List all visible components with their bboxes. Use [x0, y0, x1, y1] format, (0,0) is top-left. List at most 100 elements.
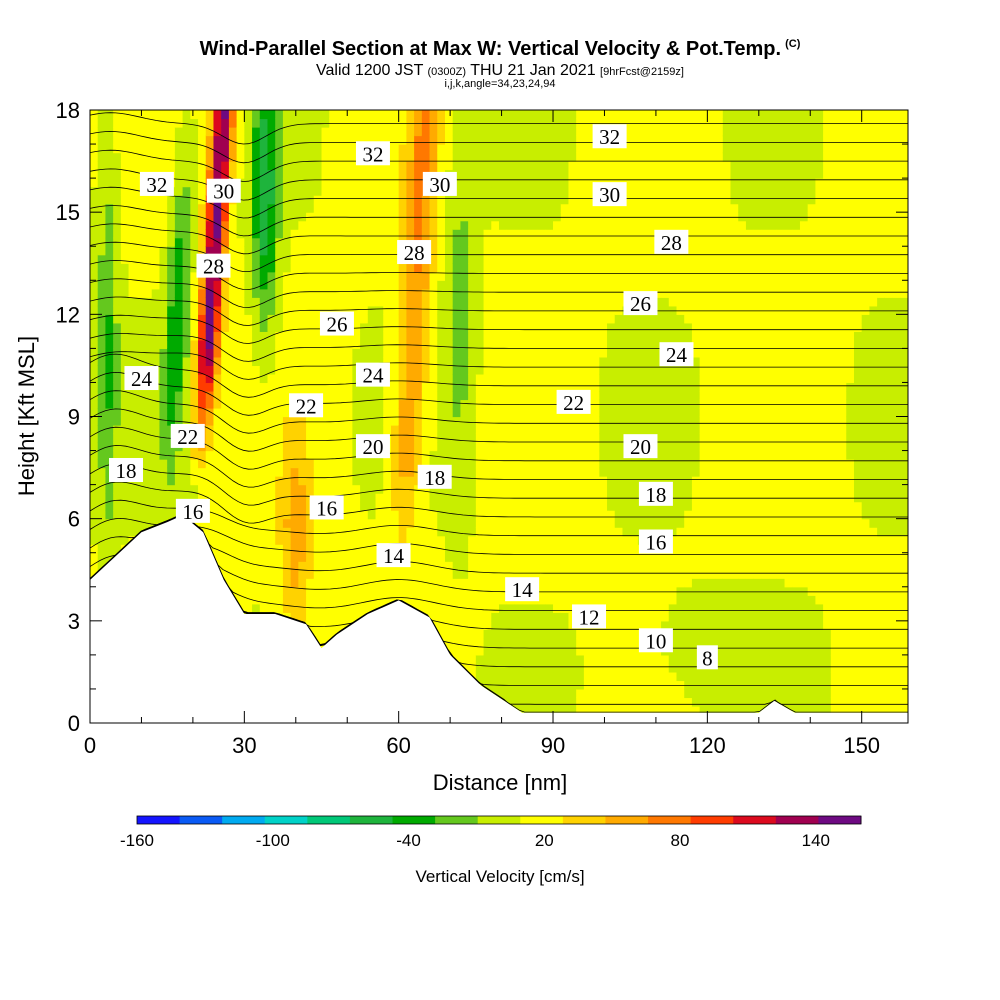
field-cell	[522, 297, 531, 307]
field-cell	[614, 697, 624, 707]
field-cell	[375, 535, 384, 545]
field-cell	[236, 246, 245, 256]
field-cell	[375, 510, 384, 520]
field-cell	[553, 144, 562, 154]
field-cell	[583, 246, 593, 256]
field-cell	[205, 535, 215, 545]
field-cell	[607, 203, 616, 213]
field-cell	[383, 382, 392, 392]
field-cell	[398, 186, 407, 196]
field-cell	[182, 178, 191, 188]
field-cell	[375, 484, 384, 494]
field-cell	[213, 518, 222, 528]
field-cell	[90, 305, 99, 315]
field-cell	[529, 705, 539, 716]
field-cell	[452, 186, 462, 196]
field-cell	[136, 280, 145, 290]
field-cell	[383, 467, 392, 477]
field-cell	[375, 501, 384, 511]
field-cell	[151, 425, 161, 435]
field-cell	[475, 110, 485, 120]
field-cell	[514, 544, 523, 554]
field-cell	[275, 314, 284, 324]
field-cell	[599, 331, 608, 341]
field-cell	[468, 152, 477, 162]
field-cell	[607, 646, 616, 656]
field-cell	[529, 220, 539, 230]
field-cell	[306, 169, 315, 179]
field-cell	[414, 510, 423, 520]
field-cell	[128, 493, 137, 503]
field-cell	[429, 493, 438, 503]
field-cell	[437, 493, 446, 503]
field-cell	[159, 127, 168, 137]
field-cell	[591, 373, 600, 384]
field-cell	[336, 467, 346, 477]
field-cell	[537, 195, 546, 205]
field-cell	[529, 322, 539, 332]
field-cell	[437, 152, 446, 162]
field-cell	[375, 305, 384, 315]
field-cell	[514, 680, 523, 690]
field-cell	[252, 237, 261, 247]
field-cell	[205, 314, 215, 324]
field-cell	[583, 331, 593, 341]
field-cell	[267, 484, 276, 494]
field-cell	[267, 595, 276, 605]
field-cell	[120, 442, 130, 452]
field-cell	[228, 390, 238, 401]
field-cell	[159, 433, 168, 443]
field-cell	[182, 484, 191, 494]
field-cell	[599, 535, 608, 545]
field-cell	[522, 322, 531, 332]
field-cell	[136, 297, 145, 307]
field-cell	[475, 629, 485, 639]
field-cell	[205, 169, 215, 179]
field-cell	[460, 476, 469, 486]
field-cell	[591, 118, 600, 128]
field-cell	[583, 348, 593, 358]
field-cell	[553, 595, 562, 605]
field-cell	[159, 382, 168, 392]
field-cell	[90, 127, 99, 137]
field-cell	[545, 399, 554, 409]
field-cell	[221, 297, 230, 307]
field-cell	[120, 288, 130, 298]
field-cell	[275, 578, 284, 588]
field-cell	[429, 365, 438, 375]
field-cell	[128, 220, 137, 230]
field-cell	[499, 518, 508, 528]
field-cell	[506, 127, 516, 137]
field-cell	[475, 544, 485, 554]
field-cell	[282, 476, 292, 486]
field-cell	[421, 561, 431, 571]
field-cell	[174, 135, 184, 145]
field-cell	[499, 331, 508, 341]
field-cell	[174, 339, 184, 349]
field-cell	[144, 484, 153, 494]
field-cell	[483, 118, 492, 128]
field-cell	[136, 110, 145, 120]
field-cell	[491, 118, 500, 128]
field-cell	[506, 654, 516, 664]
field-cell	[182, 220, 191, 230]
field-cell	[221, 118, 230, 128]
copyright-mark: (C)	[785, 38, 801, 51]
field-cell	[522, 552, 531, 562]
field-cell	[252, 178, 261, 188]
field-cell	[298, 493, 307, 503]
field-cell	[560, 671, 570, 682]
field-cell	[522, 348, 531, 358]
field-cell	[483, 459, 492, 469]
field-cell	[560, 127, 570, 137]
field-cell	[228, 254, 238, 264]
field-cell	[437, 331, 446, 341]
field-cell	[468, 620, 477, 630]
field-cell	[483, 425, 492, 435]
field-cell	[182, 280, 191, 290]
field-cell	[545, 510, 554, 520]
field-cell	[390, 135, 400, 145]
field-cell	[468, 339, 477, 349]
field-cell	[113, 527, 122, 537]
field-cell	[560, 663, 570, 673]
